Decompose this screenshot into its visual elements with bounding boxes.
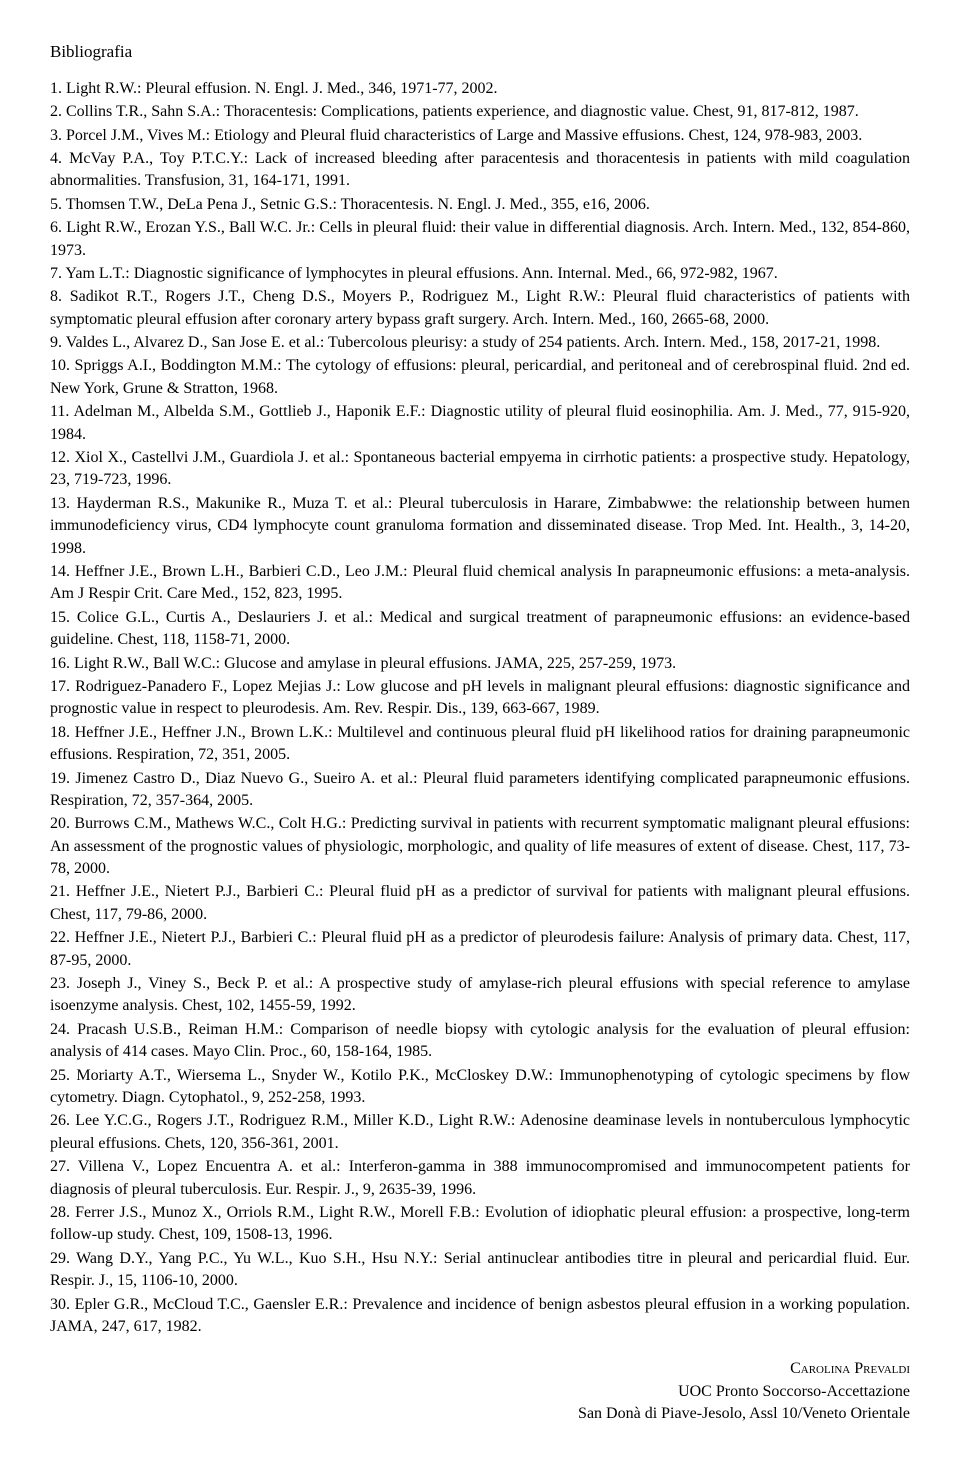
reference-item: 22. Heffner J.E., Nietert P.J., Barbieri… [50, 927, 910, 972]
author-name: Carolina Prevaldi [50, 1358, 910, 1380]
reference-item: 26. Lee Y.C.G., Rogers J.T., Rodriguez R… [50, 1110, 910, 1155]
reference-item: 14. Heffner J.E., Brown L.H., Barbieri C… [50, 561, 910, 606]
reference-item: 20. Burrows C.M., Mathews W.C., Colt H.G… [50, 813, 910, 880]
reference-item: 9. Valdes L., Alvarez D., San Jose E. et… [50, 332, 910, 354]
reference-item: 2. Collins T.R., Sahn S.A.: Thoracentesi… [50, 101, 910, 123]
reference-item: 3. Porcel J.M., Vives M.: Etiology and P… [50, 125, 910, 147]
hospital: San Donà di Piave-Jesolo, Assl 10/Veneto… [50, 1403, 910, 1425]
reference-item: 5. Thomsen T.W., DeLa Pena J., Setnic G.… [50, 194, 910, 216]
reference-item: 10. Spriggs A.I., Boddington M.M.: The c… [50, 355, 910, 400]
reference-item: 30. Epler G.R., McCloud T.C., Gaensler E… [50, 1294, 910, 1339]
reference-item: 1. Light R.W.: Pleural effusion. N. Engl… [50, 78, 910, 100]
reference-item: 18. Heffner J.E., Heffner J.N., Brown L.… [50, 722, 910, 767]
reference-item: 12. Xiol X., Castellvi J.M., Guardiola J… [50, 447, 910, 492]
reference-item: 29. Wang D.Y., Yang P.C., Yu W.L., Kuo S… [50, 1248, 910, 1293]
reference-item: 8. Sadikot R.T., Rogers J.T., Cheng D.S.… [50, 286, 910, 331]
bibliography-heading: Bibliografia [50, 40, 910, 64]
reference-item: 23. Joseph J., Viney S., Beck P. et al.:… [50, 973, 910, 1018]
reference-item: 27. Villena V., Lopez Encuentra A. et al… [50, 1156, 910, 1201]
reference-item: 11. Adelman M., Albelda S.M., Gottlieb J… [50, 401, 910, 446]
reference-item: 17. Rodriguez-Panadero F., Lopez Mejias … [50, 676, 910, 721]
reference-item: 6. Light R.W., Erozan Y.S., Ball W.C. Jr… [50, 217, 910, 262]
reference-item: 28. Ferrer J.S., Munoz X., Orriols R.M.,… [50, 1202, 910, 1247]
references-list: 1. Light R.W.: Pleural effusion. N. Engl… [50, 78, 910, 1338]
footer-block: Carolina Prevaldi UOC Pronto Soccorso-Ac… [50, 1358, 910, 1425]
reference-item: 19. Jimenez Castro D., Diaz Nuevo G., Su… [50, 768, 910, 813]
reference-item: 21. Heffner J.E., Nietert P.J., Barbieri… [50, 881, 910, 926]
reference-item: 16. Light R.W., Ball W.C.: Glucose and a… [50, 653, 910, 675]
department: UOC Pronto Soccorso-Accettazione [50, 1381, 910, 1403]
reference-item: 13. Hayderman R.S., Makunike R., Muza T.… [50, 493, 910, 560]
reference-item: 15. Colice G.L., Curtis A., Deslauriers … [50, 607, 910, 652]
reference-item: 24. Pracash U.S.B., Reiman H.M.: Compari… [50, 1019, 910, 1064]
reference-item: 4. McVay P.A., Toy P.T.C.Y.: Lack of inc… [50, 148, 910, 193]
reference-item: 7. Yam L.T.: Diagnostic significance of … [50, 263, 910, 285]
reference-item: 25. Moriarty A.T., Wiersema L., Snyder W… [50, 1065, 910, 1110]
